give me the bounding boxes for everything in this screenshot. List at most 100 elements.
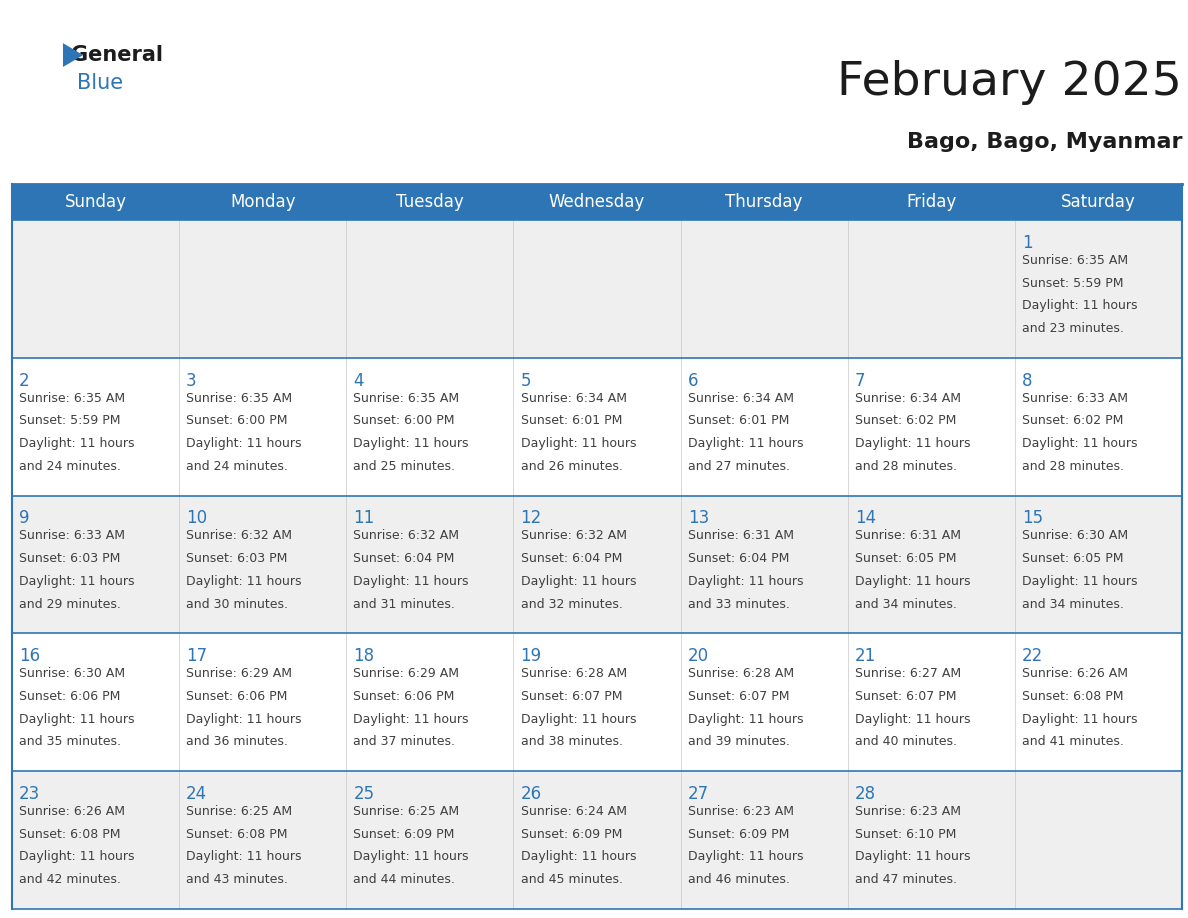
Text: Thursday: Thursday — [726, 193, 803, 211]
Text: and 29 minutes.: and 29 minutes. — [19, 598, 121, 610]
Text: Daylight: 11 hours: Daylight: 11 hours — [187, 575, 302, 588]
Text: 13: 13 — [688, 509, 709, 528]
Text: and 24 minutes.: and 24 minutes. — [187, 460, 287, 473]
Bar — [12, 633, 1182, 771]
Text: Monday: Monday — [230, 193, 296, 211]
Text: 9: 9 — [19, 509, 30, 528]
Text: Sunrise: 6:30 AM: Sunrise: 6:30 AM — [19, 667, 125, 680]
Text: Sunset: 6:06 PM: Sunset: 6:06 PM — [187, 690, 287, 703]
Text: Daylight: 11 hours: Daylight: 11 hours — [19, 437, 134, 450]
Text: and 41 minutes.: and 41 minutes. — [1022, 735, 1124, 748]
Text: 17: 17 — [187, 647, 207, 666]
Text: Sunset: 6:06 PM: Sunset: 6:06 PM — [19, 690, 120, 703]
Text: Sunset: 6:05 PM: Sunset: 6:05 PM — [1022, 552, 1124, 565]
Text: Sunset: 5:59 PM: Sunset: 5:59 PM — [1022, 277, 1124, 290]
Text: and 46 minutes.: and 46 minutes. — [688, 873, 790, 886]
Text: and 43 minutes.: and 43 minutes. — [187, 873, 287, 886]
Text: Daylight: 11 hours: Daylight: 11 hours — [1022, 437, 1138, 450]
Text: 20: 20 — [688, 647, 709, 666]
Text: Sunset: 6:04 PM: Sunset: 6:04 PM — [520, 552, 621, 565]
Text: Sunset: 6:06 PM: Sunset: 6:06 PM — [353, 690, 455, 703]
Text: Sunset: 6:01 PM: Sunset: 6:01 PM — [520, 415, 621, 428]
Text: 21: 21 — [855, 647, 876, 666]
Text: 15: 15 — [1022, 509, 1043, 528]
Text: Daylight: 11 hours: Daylight: 11 hours — [520, 850, 636, 863]
Text: Daylight: 11 hours: Daylight: 11 hours — [855, 850, 971, 863]
Text: Sunrise: 6:29 AM: Sunrise: 6:29 AM — [187, 667, 292, 680]
Text: Sunset: 6:03 PM: Sunset: 6:03 PM — [187, 552, 287, 565]
Text: Sunset: 6:09 PM: Sunset: 6:09 PM — [520, 828, 621, 841]
Text: 25: 25 — [353, 785, 374, 803]
Text: Sunrise: 6:35 AM: Sunrise: 6:35 AM — [1022, 254, 1129, 267]
Text: Daylight: 11 hours: Daylight: 11 hours — [353, 850, 469, 863]
Text: Sunrise: 6:35 AM: Sunrise: 6:35 AM — [19, 392, 125, 405]
Text: Sunday: Sunday — [64, 193, 126, 211]
Text: 6: 6 — [688, 372, 699, 390]
Text: Sunrise: 6:32 AM: Sunrise: 6:32 AM — [187, 530, 292, 543]
Text: Blue: Blue — [77, 73, 124, 93]
Text: 1: 1 — [1022, 234, 1032, 252]
Text: Daylight: 11 hours: Daylight: 11 hours — [187, 850, 302, 863]
Text: 22: 22 — [1022, 647, 1043, 666]
Text: Sunrise: 6:26 AM: Sunrise: 6:26 AM — [19, 805, 125, 818]
Text: Daylight: 11 hours: Daylight: 11 hours — [19, 712, 134, 725]
Text: Sunset: 5:59 PM: Sunset: 5:59 PM — [19, 415, 120, 428]
Text: Daylight: 11 hours: Daylight: 11 hours — [1022, 299, 1138, 312]
Text: Sunset: 6:07 PM: Sunset: 6:07 PM — [520, 690, 623, 703]
Text: Sunset: 6:03 PM: Sunset: 6:03 PM — [19, 552, 120, 565]
Text: and 30 minutes.: and 30 minutes. — [187, 598, 289, 610]
Text: Sunset: 6:10 PM: Sunset: 6:10 PM — [855, 828, 956, 841]
Text: Daylight: 11 hours: Daylight: 11 hours — [688, 850, 803, 863]
Text: Bago, Bago, Myanmar: Bago, Bago, Myanmar — [906, 132, 1182, 152]
Text: 4: 4 — [353, 372, 364, 390]
Text: Sunset: 6:00 PM: Sunset: 6:00 PM — [187, 415, 287, 428]
Text: and 32 minutes.: and 32 minutes. — [520, 598, 623, 610]
Text: Sunrise: 6:25 AM: Sunrise: 6:25 AM — [353, 805, 460, 818]
Text: and 37 minutes.: and 37 minutes. — [353, 735, 455, 748]
Text: 2: 2 — [19, 372, 30, 390]
Text: Sunset: 6:09 PM: Sunset: 6:09 PM — [688, 828, 789, 841]
Text: and 45 minutes.: and 45 minutes. — [520, 873, 623, 886]
Text: 18: 18 — [353, 647, 374, 666]
Text: Daylight: 11 hours: Daylight: 11 hours — [19, 850, 134, 863]
Text: Tuesday: Tuesday — [396, 193, 463, 211]
Text: Sunrise: 6:33 AM: Sunrise: 6:33 AM — [1022, 392, 1129, 405]
Text: 11: 11 — [353, 509, 374, 528]
Text: Sunset: 6:00 PM: Sunset: 6:00 PM — [353, 415, 455, 428]
Text: 10: 10 — [187, 509, 207, 528]
Text: Daylight: 11 hours: Daylight: 11 hours — [520, 712, 636, 725]
Text: Daylight: 11 hours: Daylight: 11 hours — [520, 437, 636, 450]
Text: Sunrise: 6:33 AM: Sunrise: 6:33 AM — [19, 530, 125, 543]
Text: and 23 minutes.: and 23 minutes. — [1022, 322, 1124, 335]
Text: Sunrise: 6:29 AM: Sunrise: 6:29 AM — [353, 667, 460, 680]
Text: and 40 minutes.: and 40 minutes. — [855, 735, 956, 748]
Text: Sunrise: 6:35 AM: Sunrise: 6:35 AM — [187, 392, 292, 405]
Text: 28: 28 — [855, 785, 876, 803]
Text: Wednesday: Wednesday — [549, 193, 645, 211]
Text: Sunset: 6:05 PM: Sunset: 6:05 PM — [855, 552, 956, 565]
Text: 23: 23 — [19, 785, 40, 803]
Bar — [12, 220, 1182, 358]
Text: Sunset: 6:08 PM: Sunset: 6:08 PM — [187, 828, 287, 841]
Text: 12: 12 — [520, 509, 542, 528]
Text: Daylight: 11 hours: Daylight: 11 hours — [688, 712, 803, 725]
Text: Daylight: 11 hours: Daylight: 11 hours — [187, 712, 302, 725]
Text: General: General — [71, 45, 163, 65]
Text: 27: 27 — [688, 785, 709, 803]
Text: 3: 3 — [187, 372, 197, 390]
Text: Sunrise: 6:32 AM: Sunrise: 6:32 AM — [353, 530, 460, 543]
Text: Sunset: 6:04 PM: Sunset: 6:04 PM — [353, 552, 455, 565]
Bar — [12, 358, 1182, 496]
Bar — [12, 496, 1182, 633]
Text: Sunrise: 6:24 AM: Sunrise: 6:24 AM — [520, 805, 626, 818]
Polygon shape — [63, 43, 83, 67]
Text: Daylight: 11 hours: Daylight: 11 hours — [353, 575, 469, 588]
Text: Daylight: 11 hours: Daylight: 11 hours — [855, 575, 971, 588]
Text: and 34 minutes.: and 34 minutes. — [855, 598, 956, 610]
Text: and 34 minutes.: and 34 minutes. — [1022, 598, 1124, 610]
Text: Friday: Friday — [906, 193, 956, 211]
Text: February 2025: February 2025 — [838, 60, 1182, 106]
Text: and 25 minutes.: and 25 minutes. — [353, 460, 455, 473]
Text: Sunrise: 6:25 AM: Sunrise: 6:25 AM — [187, 805, 292, 818]
Text: Daylight: 11 hours: Daylight: 11 hours — [520, 575, 636, 588]
